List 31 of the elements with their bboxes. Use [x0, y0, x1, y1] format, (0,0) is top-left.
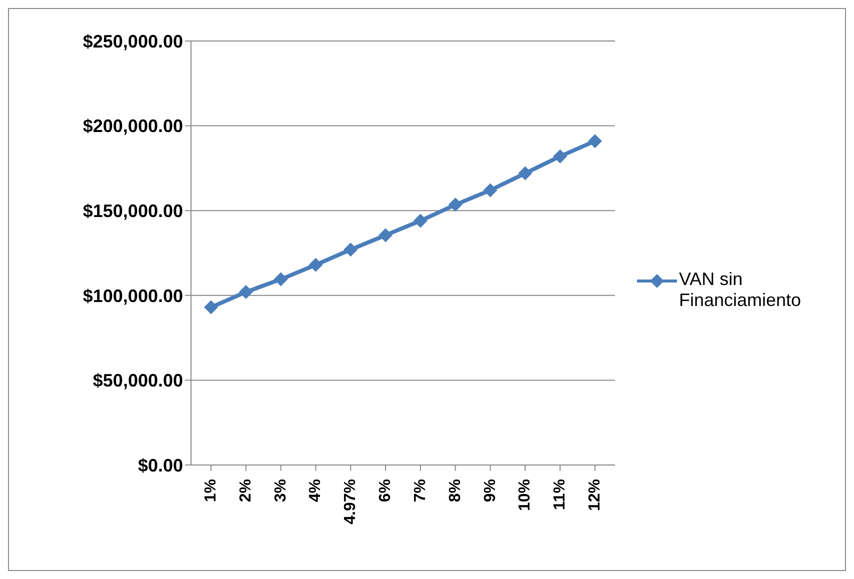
x-tick-label: 1%: [202, 479, 220, 502]
y-tick-label: $250,000.00: [82, 31, 183, 52]
point: [274, 272, 288, 286]
y-tick-label: $150,000.00: [82, 200, 183, 221]
x-tick-label: 6%: [377, 479, 394, 502]
y-tick-label: $100,000.00: [82, 286, 183, 306]
point: [344, 242, 358, 257]
y-tick-label: $200,000.00: [82, 116, 183, 136]
x-tick-label: 3%: [272, 479, 290, 502]
x-tick-label: 7%: [412, 479, 429, 502]
point: [588, 134, 602, 148]
point: [413, 214, 428, 228]
x-tick-label: 4%: [307, 479, 324, 502]
x-tick-label: 4.97%: [342, 479, 360, 524]
x-tick-label: 12%: [586, 479, 604, 512]
point: [308, 258, 323, 272]
legend-label: VAN sin Financiamiento: [679, 268, 802, 310]
y-tick-label: $0.00: [138, 455, 183, 476]
y-tick-label: $50,000.00: [92, 370, 183, 391]
x-tick-label: 9%: [482, 479, 499, 502]
point: [448, 198, 462, 212]
x-tick-label: 11%: [552, 479, 569, 510]
point: [378, 228, 393, 242]
x-tick-label: 10%: [516, 479, 534, 512]
point: [204, 300, 218, 314]
x-tick-label: 8%: [446, 479, 464, 502]
point: [518, 166, 532, 180]
point: [553, 149, 568, 164]
x-tick-label: 2%: [237, 479, 254, 502]
point: [483, 183, 498, 198]
point: [238, 285, 253, 300]
